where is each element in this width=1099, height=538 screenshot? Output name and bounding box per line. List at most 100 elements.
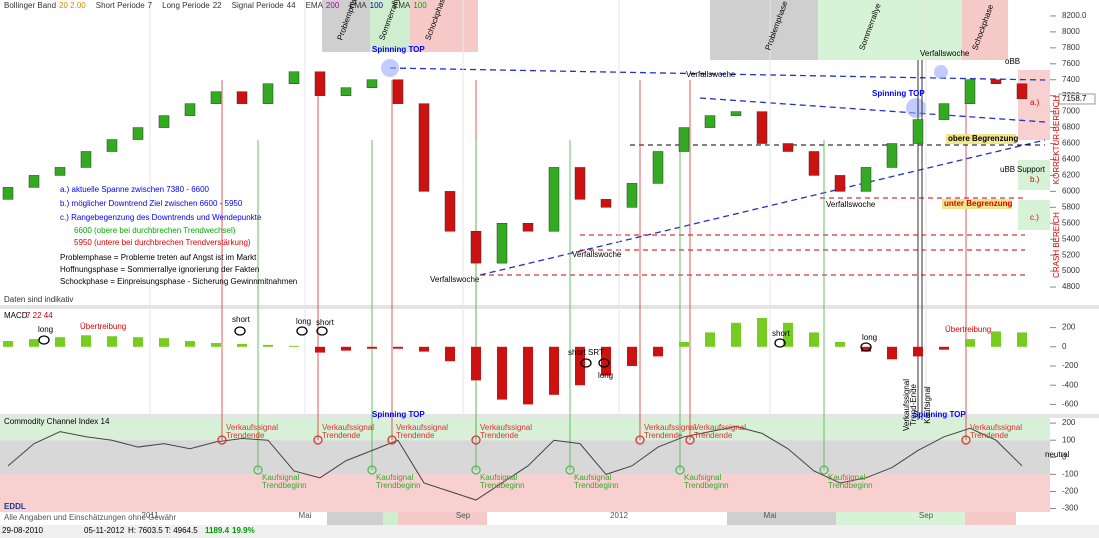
highlight xyxy=(381,59,399,77)
macd-bar xyxy=(731,322,741,347)
macd-bar xyxy=(887,346,897,360)
y-tick-label: 7600 xyxy=(1062,59,1080,68)
y-tick-label: 5600 xyxy=(1062,218,1080,227)
macd-bar xyxy=(393,346,403,349)
indicator-name: Short Periode xyxy=(96,1,145,10)
label-bg xyxy=(946,134,1016,144)
candle xyxy=(444,191,456,232)
annotation: Hoffnungsphase = Sommerrallye ignorierun… xyxy=(60,265,259,274)
candle xyxy=(262,83,274,104)
macd-bar xyxy=(523,346,533,405)
annotation: Verfallswoche xyxy=(686,70,736,79)
sell-signal: Verkaufssignal xyxy=(644,423,696,432)
macd-bar xyxy=(367,346,377,349)
macd-bar xyxy=(627,346,637,366)
macd-bar xyxy=(315,346,325,353)
macd-bar xyxy=(419,346,429,352)
y-tick-label: -200 xyxy=(1062,361,1079,370)
trend-line xyxy=(389,67,1046,81)
annotation: 5950 (untere bei durchbrechen Trendverst… xyxy=(74,238,251,247)
annotation: Schockphase = Einpreisungsphase - Sicher… xyxy=(60,277,297,286)
panel-title: Commodity Channel Index 14 xyxy=(4,417,110,426)
macd-bar xyxy=(809,332,819,347)
buy-signal: Kaufsignal xyxy=(574,473,612,482)
candle xyxy=(756,111,768,144)
y-tick-label: 8200.0 xyxy=(1062,11,1087,20)
annotation: long xyxy=(296,317,311,326)
buy-marker xyxy=(471,465,481,475)
macd-bar xyxy=(55,337,65,347)
sell-signal: Verkaufssignal xyxy=(970,423,1022,432)
buy-signal: Kaufsignal xyxy=(376,473,414,482)
status-range: H: 7603.5 T: 4964.5 xyxy=(128,526,198,535)
buy-signal: Kaufsignal xyxy=(262,473,300,482)
sell-signal: Trendende xyxy=(226,431,265,440)
signal-marker xyxy=(598,358,610,368)
candle xyxy=(1016,83,1028,100)
indicator-name: Signal Periode xyxy=(232,1,285,10)
panel-separator xyxy=(0,305,1099,309)
zone-box xyxy=(1018,160,1050,190)
sell-signal: Trendende xyxy=(396,431,435,440)
cci-zone-low xyxy=(0,474,1050,512)
candle xyxy=(782,143,794,152)
annotation: long xyxy=(862,333,877,342)
phase-box xyxy=(710,0,818,60)
indicator-params: 100 xyxy=(413,1,427,10)
candle xyxy=(574,167,586,200)
candle xyxy=(626,183,638,208)
annotation: unter Begrenzung xyxy=(944,199,1013,208)
signal-marker xyxy=(774,338,786,348)
macd-bar xyxy=(965,339,975,347)
annotation: Verfallswoche xyxy=(920,49,970,58)
candle xyxy=(2,187,14,200)
candle xyxy=(860,167,872,192)
candle xyxy=(730,111,742,116)
buy-signal: Trendbeginn xyxy=(828,481,873,490)
y-tick-label: 5200 xyxy=(1062,250,1080,259)
signal-marker xyxy=(580,358,592,368)
macd-bar xyxy=(133,337,143,347)
y-tick-label: 5000 xyxy=(1062,266,1080,275)
zone-box xyxy=(1018,200,1050,230)
annotation: short xyxy=(772,329,791,338)
candle xyxy=(652,151,664,184)
annotation: Übertreibung xyxy=(945,325,991,334)
y-tick-label: -100 xyxy=(1062,470,1079,479)
logo: EDDL xyxy=(4,502,26,511)
annotation: uBB xyxy=(1000,165,1015,174)
sell-marker xyxy=(685,435,695,445)
annotation: a.) aktuelle Spanne zwischen 7380 - 6600 xyxy=(60,185,210,194)
indicator-name: Bollinger Band xyxy=(4,1,56,10)
macd-bar xyxy=(445,346,455,362)
buy-signal: Trendbeginn xyxy=(480,481,525,490)
panel-params: 7 22 44 xyxy=(26,311,53,320)
annotation: short SRT xyxy=(568,348,604,357)
annotation: Verfallswoche xyxy=(430,275,480,284)
y-tick-label: 6400 xyxy=(1062,155,1080,164)
sell-signal: Verkaufssignal xyxy=(322,423,374,432)
macd-bar xyxy=(835,342,845,347)
annotation: c.) xyxy=(1030,213,1039,222)
buy-marker xyxy=(253,465,263,475)
macd-bar xyxy=(575,346,585,386)
sell-marker xyxy=(961,435,971,445)
y-tick-label: 6600 xyxy=(1062,139,1080,148)
candle xyxy=(522,223,534,232)
annotation: Daten sind indikativ xyxy=(4,295,73,304)
sell-marker xyxy=(313,435,323,445)
y-tick-label: 5400 xyxy=(1062,234,1080,243)
annotation: Spinning TOP xyxy=(372,410,425,419)
signal-marker xyxy=(296,326,308,336)
indicator-params: 20 2.00 xyxy=(59,1,86,10)
phase-box xyxy=(818,0,962,60)
candle xyxy=(808,151,820,176)
candle xyxy=(132,127,144,140)
buy-marker xyxy=(675,465,685,475)
y-tick-label: 7800 xyxy=(1062,43,1080,52)
candle xyxy=(106,139,118,152)
candle xyxy=(834,175,846,192)
highlight xyxy=(906,98,926,118)
trend-line xyxy=(479,139,1046,276)
annotation: Verfallswoche xyxy=(826,200,876,209)
